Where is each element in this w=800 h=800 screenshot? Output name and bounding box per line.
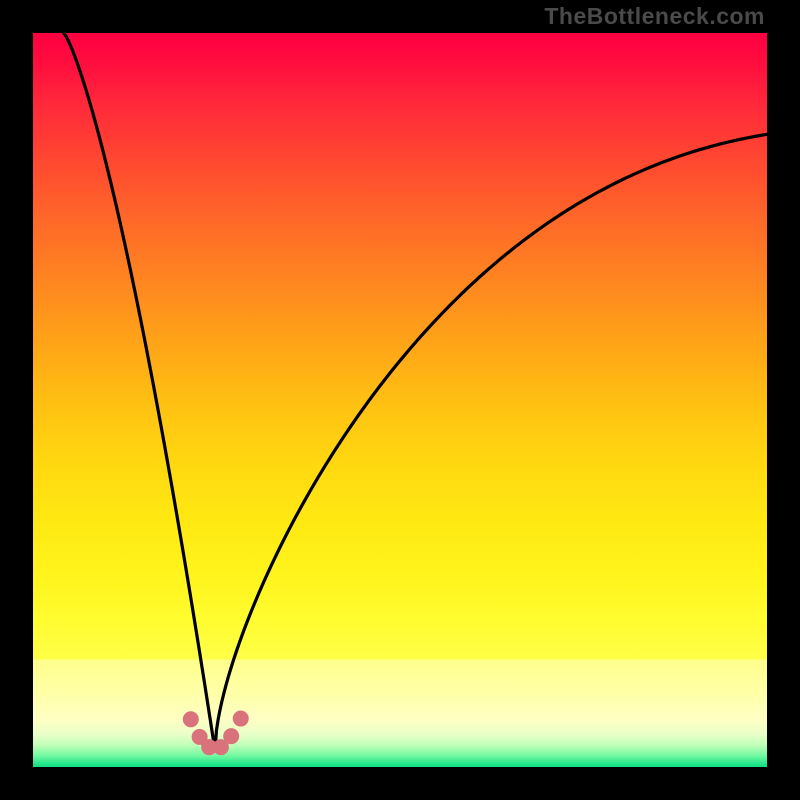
sweet-spot-marker bbox=[183, 711, 199, 727]
sweet-spot-marker bbox=[233, 711, 249, 727]
plot-background bbox=[33, 33, 767, 767]
bottleneck-curve-chart bbox=[0, 0, 800, 800]
watermark-text: TheBottleneck.com bbox=[544, 3, 765, 30]
chart-container: TheBottleneck.com bbox=[0, 0, 800, 800]
sweet-spot-marker bbox=[223, 728, 239, 744]
